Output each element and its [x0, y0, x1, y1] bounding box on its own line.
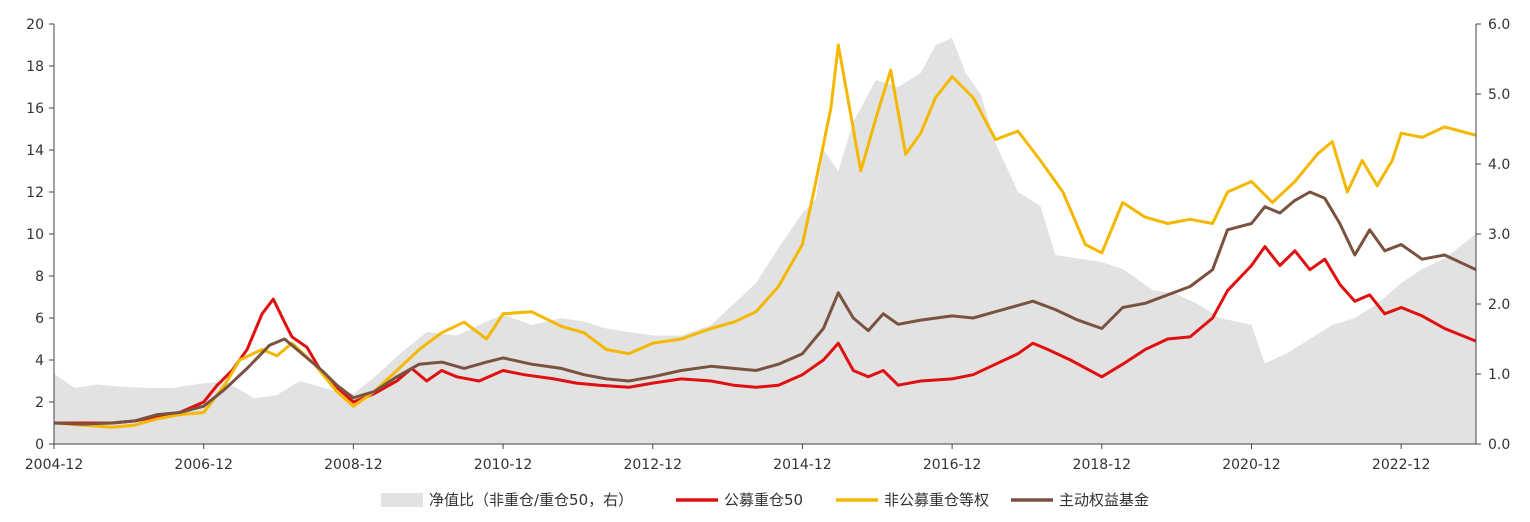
series-area-0 [54, 38, 1476, 444]
x-tick-label: 2008-12 [324, 457, 383, 473]
legend: 净值比（非重仓/重仓50，右） 公募重仓50 非公募重仓等权 主动权益基金 [381, 491, 1149, 509]
x-tick-label: 2012-12 [623, 457, 682, 473]
y2-tick-label: 2.0 [1488, 297, 1510, 313]
y-tick-label: 20 [26, 17, 44, 33]
area-layer [54, 38, 1476, 444]
y2-tick-label: 1.0 [1488, 367, 1510, 383]
y2-tick-label: 4.0 [1488, 157, 1510, 173]
y-tick-label: 12 [26, 185, 44, 201]
y-tick-label: 10 [26, 227, 44, 243]
y-tick-label: 0 [35, 437, 44, 453]
line-layer [53, 43, 1477, 429]
y2-tick-label: 5.0 [1488, 87, 1510, 103]
x-tick-label: 2006-12 [174, 457, 233, 473]
legend-label-3: 主动权益基金 [1059, 491, 1149, 509]
x-tick-label: 2010-12 [474, 457, 533, 473]
legend-label-1: 公募重仓50 [724, 491, 803, 509]
series-line-1 [54, 245, 1477, 425]
y-tick-label: 8 [35, 269, 44, 285]
x-tick-label: 2016-12 [923, 457, 982, 473]
x-tick-label: 2022-12 [1372, 457, 1431, 473]
y2-tick-label: 6.0 [1488, 17, 1510, 33]
y-tick-label: 4 [35, 353, 44, 369]
legend-label-2: 非公募重仓等权 [884, 491, 989, 509]
axis-layer: 0 2 4 6 8 10 12 14 16 18 20 0.0 1.0 2.0 3.0 4.0 5.0 6.0 20… [25, 17, 1511, 473]
legend-swatch-0 [381, 493, 423, 507]
series-line-3 [53, 190, 1477, 426]
y-tick-label: 18 [26, 59, 44, 75]
y2-tick-label: 3.0 [1488, 227, 1510, 243]
y-tick-label: 6 [35, 311, 44, 327]
y-tick-label: 14 [26, 143, 44, 159]
x-tick-label: 2018-12 [1073, 457, 1132, 473]
legend-label-0: 净值比（非重仓/重仓50，右） [429, 491, 633, 509]
x-tick-label: 2020-12 [1222, 457, 1281, 473]
y2-tick-label: 0.0 [1488, 437, 1510, 453]
y-tick-label: 16 [26, 101, 44, 117]
y-tick-label: 2 [35, 395, 44, 411]
x-tick-label: 2014-12 [773, 457, 832, 473]
x-tick-label: 2004-12 [25, 457, 84, 473]
